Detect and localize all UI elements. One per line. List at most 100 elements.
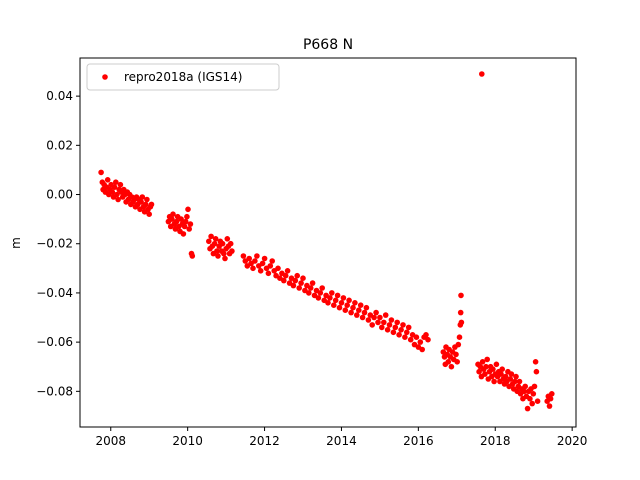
data-point bbox=[454, 359, 461, 365]
data-point bbox=[170, 211, 176, 217]
data-point bbox=[516, 378, 523, 385]
chart-title: P668 N bbox=[303, 37, 353, 53]
data-point bbox=[484, 356, 491, 363]
data-point bbox=[212, 236, 219, 242]
data-point bbox=[344, 302, 351, 309]
data-point bbox=[532, 359, 539, 365]
data-point bbox=[298, 280, 304, 286]
data-point bbox=[419, 346, 426, 353]
data-point bbox=[524, 405, 531, 412]
data-point bbox=[148, 201, 155, 208]
data-point bbox=[457, 309, 464, 316]
data-point bbox=[259, 260, 266, 267]
data-point bbox=[206, 238, 212, 245]
data-point bbox=[315, 295, 322, 301]
data-point bbox=[356, 307, 362, 314]
data-point bbox=[529, 400, 535, 407]
data-points bbox=[98, 71, 555, 412]
data-point bbox=[104, 177, 111, 183]
data-point bbox=[189, 253, 196, 259]
data-point bbox=[327, 295, 333, 301]
data-point bbox=[386, 322, 393, 328]
data-point bbox=[169, 216, 175, 222]
plot-frame bbox=[79, 57, 577, 428]
data-point bbox=[369, 322, 376, 328]
data-point bbox=[336, 304, 343, 311]
data-point bbox=[138, 199, 144, 205]
data-point bbox=[357, 302, 364, 309]
data-point bbox=[348, 309, 354, 316]
data-point bbox=[531, 383, 538, 390]
data-point bbox=[396, 332, 402, 338]
y-tick-label: 0.02 bbox=[46, 138, 73, 152]
data-point bbox=[513, 373, 519, 380]
data-point bbox=[499, 366, 506, 373]
data-point bbox=[404, 329, 410, 336]
data-point bbox=[546, 403, 553, 409]
data-point bbox=[361, 309, 368, 316]
data-point bbox=[275, 265, 281, 272]
data-point bbox=[187, 221, 194, 227]
x-tick-label: 2020 bbox=[557, 434, 588, 448]
data-point bbox=[261, 255, 268, 262]
data-point bbox=[306, 290, 312, 296]
data-point bbox=[254, 253, 260, 259]
data-point bbox=[479, 359, 486, 365]
data-point bbox=[269, 258, 276, 264]
data-point bbox=[332, 297, 339, 304]
data-point bbox=[373, 309, 379, 316]
data-point bbox=[549, 391, 555, 397]
legend-box bbox=[86, 63, 280, 91]
y-tick-label: −0.02 bbox=[36, 237, 73, 251]
data-point bbox=[309, 280, 316, 286]
data-point bbox=[482, 371, 488, 377]
data-point bbox=[381, 319, 387, 326]
data-point bbox=[117, 181, 124, 188]
data-point bbox=[173, 218, 180, 225]
data-point bbox=[352, 300, 358, 306]
data-point bbox=[246, 255, 252, 262]
data-point bbox=[533, 368, 540, 375]
data-point bbox=[115, 196, 121, 203]
data-point bbox=[400, 322, 406, 328]
data-point bbox=[493, 361, 500, 368]
data-point bbox=[458, 292, 464, 299]
data-point bbox=[530, 391, 537, 397]
data-point bbox=[490, 366, 496, 373]
data-point bbox=[222, 255, 228, 262]
data-point bbox=[340, 295, 347, 301]
data-point bbox=[267, 263, 274, 269]
data-point bbox=[325, 300, 331, 306]
data-point bbox=[146, 211, 152, 217]
data-point bbox=[402, 334, 408, 341]
data-point bbox=[211, 240, 218, 247]
data-point bbox=[521, 388, 527, 395]
data-point bbox=[377, 314, 383, 321]
data-point bbox=[455, 341, 462, 348]
data-point bbox=[476, 368, 482, 375]
data-point bbox=[392, 324, 399, 331]
data-point bbox=[491, 378, 497, 385]
data-point bbox=[425, 336, 431, 343]
data-point bbox=[498, 371, 504, 377]
data-point bbox=[417, 339, 424, 345]
data-point bbox=[180, 231, 187, 237]
data-point bbox=[359, 314, 366, 321]
data-point bbox=[388, 317, 395, 323]
data-point bbox=[139, 194, 146, 200]
data-point bbox=[390, 329, 397, 336]
data-point bbox=[338, 300, 345, 306]
legend-entry: repro2018a (IGS14) bbox=[124, 70, 242, 84]
data-point bbox=[512, 378, 518, 385]
data-point bbox=[208, 233, 214, 240]
x-tick-label: 2010 bbox=[172, 434, 203, 448]
data-point bbox=[407, 336, 414, 343]
data-point bbox=[350, 304, 356, 311]
x-tick-label: 2012 bbox=[249, 434, 280, 448]
data-point bbox=[534, 398, 541, 405]
y-tick-label: 0.04 bbox=[46, 89, 73, 103]
data-point bbox=[281, 277, 287, 284]
data-point bbox=[282, 272, 289, 279]
data-point bbox=[284, 268, 291, 274]
data-point bbox=[445, 359, 452, 365]
